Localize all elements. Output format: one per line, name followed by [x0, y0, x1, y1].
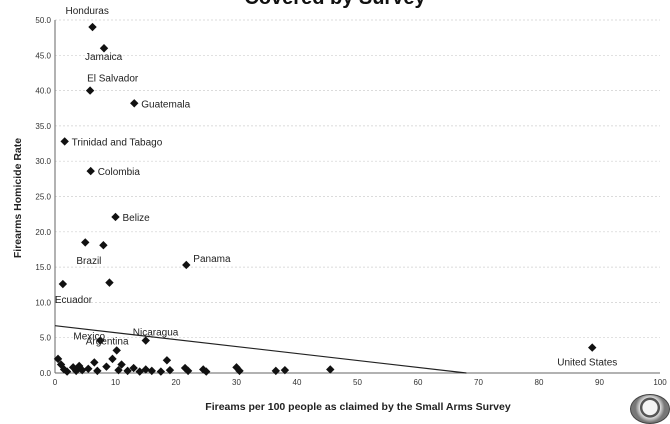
data-point-marker: [60, 137, 69, 146]
x-axis-title: Fireams per 100 people as claimed by the…: [205, 401, 511, 412]
grid-lines: [55, 19, 660, 339]
x-tick-label: 100: [653, 378, 667, 387]
data-point-marker: [111, 212, 120, 222]
point-label: Panama: [193, 254, 231, 265]
y-tick-label: 0.0: [40, 369, 52, 378]
point-label: Honduras: [66, 6, 109, 17]
point-label: Guatemala: [141, 99, 190, 110]
point-label: Trinidad and Tabago: [72, 137, 163, 148]
data-point-marker: [130, 99, 139, 108]
data-point-marker: [85, 86, 95, 95]
data-point-marker: [59, 365, 69, 374]
publisher-logo-icon: [630, 394, 670, 424]
data-point-marker: [280, 365, 290, 375]
point-label: El Salvador: [87, 74, 139, 85]
y-tick-label: 45.0: [35, 51, 51, 60]
data-point-marker: [86, 166, 95, 176]
data-point-marker: [232, 363, 241, 372]
data-point-marker: [588, 343, 597, 352]
data-point-marker: [84, 364, 93, 373]
y-axis-title: Firearms Homicide Rate: [12, 138, 24, 258]
y-tick-label: 25.0: [35, 193, 51, 202]
data-point-marker: [75, 361, 84, 371]
data-point-marker: [78, 365, 87, 375]
data-point-marker: [147, 366, 156, 376]
chart-title: Covered by Survey: [170, 0, 500, 9]
data-point-marker: [182, 260, 191, 270]
x-tick-labels: 0 10 20 30 40 50 60 70 80 90 100: [53, 378, 667, 387]
data-point-marker: [141, 365, 150, 374]
y-tick-label: 40.0: [35, 87, 51, 96]
x-tick-label: 90: [595, 378, 604, 387]
data-point-marker: [62, 367, 72, 376]
y-tick-label: 50.0: [35, 16, 51, 25]
data-point-marker: [129, 363, 138, 373]
data-points: [53, 22, 597, 376]
data-point-marker: [96, 336, 105, 345]
data-point-marker: [162, 356, 172, 365]
point-label: United States: [557, 358, 617, 369]
x-tick-label: 0: [53, 378, 58, 387]
data-point-marker: [156, 367, 166, 376]
data-point-marker: [235, 366, 244, 376]
x-tick-label: 60: [414, 378, 423, 387]
point-label: Nicaragua: [133, 328, 179, 339]
y-tick-label: 5.0: [40, 334, 52, 343]
data-point-marker: [99, 44, 109, 53]
data-point-marker: [271, 366, 281, 376]
data-point-marker: [114, 365, 123, 375]
scatter-chart: 0.0 5.0 10.0 15.0 20.0 25.0 30.0 35.0 40.0 45.0 50…: [12, 6, 667, 412]
point-label: Argentina: [86, 336, 129, 347]
data-point-marker: [93, 366, 102, 376]
data-point-marker: [58, 279, 68, 289]
data-point-marker: [123, 366, 132, 376]
data-point-marker: [112, 346, 121, 355]
data-point-marker: [99, 241, 108, 250]
x-tick-label: 10: [111, 378, 120, 387]
data-point-marker: [326, 365, 335, 374]
data-point-marker: [141, 336, 150, 345]
data-point-marker: [88, 22, 97, 32]
x-tick-label: 50: [353, 378, 362, 387]
data-point-marker: [117, 360, 126, 369]
data-point-marker: [183, 366, 193, 376]
x-tick-label: 70: [474, 378, 483, 387]
x-tick-label: 80: [535, 378, 544, 387]
y-tick-label: 20.0: [35, 228, 51, 237]
point-label: Belize: [123, 213, 151, 224]
point-label: Ecuador: [55, 295, 93, 306]
data-point-marker: [165, 365, 175, 375]
data-point-marker: [81, 238, 90, 247]
y-tick-label: 35.0: [35, 122, 51, 131]
point-label: Colombia: [98, 167, 141, 178]
point-label: Brazil: [76, 256, 101, 267]
y-tick-label: 30.0: [35, 157, 51, 166]
x-tick-label: 20: [172, 378, 181, 387]
data-point-marker: [105, 278, 114, 287]
trendline: [54, 325, 467, 374]
data-point-marker: [90, 358, 99, 367]
x-tick-label: 30: [232, 378, 241, 387]
data-point-marker: [108, 354, 117, 364]
y-tick-labels: 0.0 5.0 10.0 15.0 20.0 25.0 30.0 35.0 40.0 45.0 50…: [35, 16, 51, 378]
data-point-marker: [53, 354, 63, 364]
point-label: Jamaica: [85, 52, 123, 63]
axes: [54, 20, 660, 374]
data-point-marker: [102, 362, 111, 371]
point-label: Mexico: [73, 332, 105, 343]
point-labels: Honduras Jamaica El Salvador Guatemala Trini…: [55, 6, 617, 369]
y-tick-label: 10.0: [35, 298, 51, 307]
data-point-marker: [202, 367, 211, 376]
y-tick-label: 15.0: [35, 263, 51, 272]
x-tick-label: 40: [293, 378, 302, 387]
